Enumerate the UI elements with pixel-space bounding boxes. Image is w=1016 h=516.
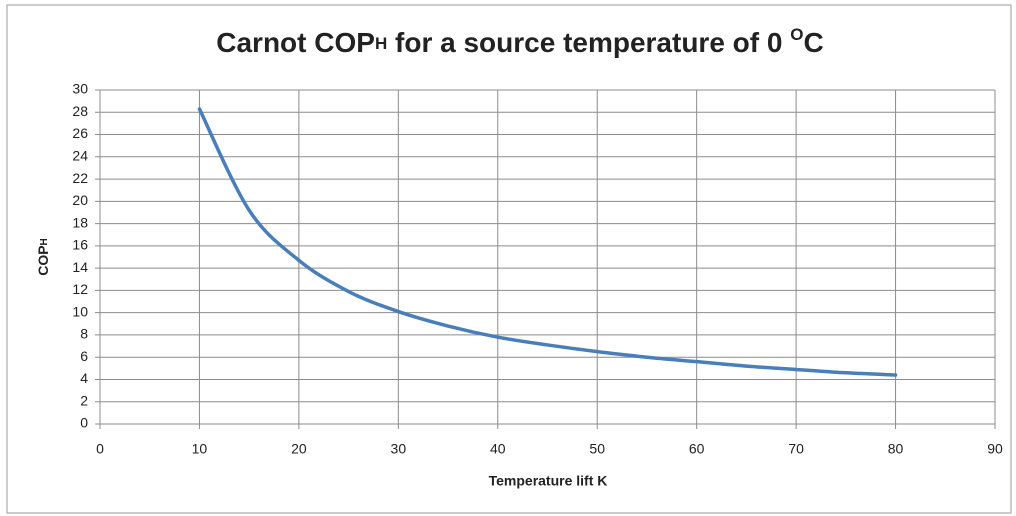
x-tick-label: 60 [689, 441, 705, 457]
y-tick-label: 26 [72, 125, 88, 141]
y-tick-label: 28 [72, 103, 88, 119]
y-tick-label: 16 [72, 237, 88, 253]
x-tick-label: 30 [391, 441, 407, 457]
title-part: Carnot COP [216, 27, 375, 58]
y-tick-label: 14 [72, 259, 88, 275]
x-tick-label: 40 [490, 441, 506, 457]
x-tick-label: 80 [888, 441, 904, 457]
data-line [197, 107, 898, 377]
chart-frame [6, 4, 1012, 514]
y-tick-label: 18 [72, 214, 88, 230]
y-tick-label: 8 [80, 326, 88, 342]
chart-title: Carnot COPH for a source temperature of … [216, 25, 823, 58]
x-tick-label: 0 [96, 441, 104, 457]
y-tick-label: 4 [80, 370, 88, 386]
y-tick-label: 20 [72, 192, 88, 208]
title-part: for a source temperature of 0 [387, 27, 790, 58]
y-tick-label: 22 [72, 170, 88, 186]
x-tick-label: 90 [987, 441, 1003, 457]
title-sup: O [790, 25, 803, 44]
y-label-sub: H [39, 238, 50, 245]
x-tick-label: 70 [788, 441, 804, 457]
y-tick-label: 24 [72, 148, 88, 164]
x-tick-label: 20 [291, 441, 307, 457]
y-tick-label: 10 [72, 303, 88, 319]
y-tick-label: 0 [80, 415, 88, 431]
y-tick-label: 2 [80, 392, 88, 408]
x-axis-label: Temperature lift K [489, 473, 608, 489]
title-sub: H [375, 34, 387, 53]
y-label-part: COP [35, 245, 51, 275]
y-tick-label: 6 [80, 348, 88, 364]
x-tick-label: 50 [589, 441, 605, 457]
y-tick-label: 30 [72, 81, 88, 97]
y-tick-label: 12 [72, 281, 88, 297]
y-axis-label: COPH [35, 238, 51, 276]
title-part: C [803, 27, 823, 58]
x-tick-label: 10 [192, 441, 208, 457]
